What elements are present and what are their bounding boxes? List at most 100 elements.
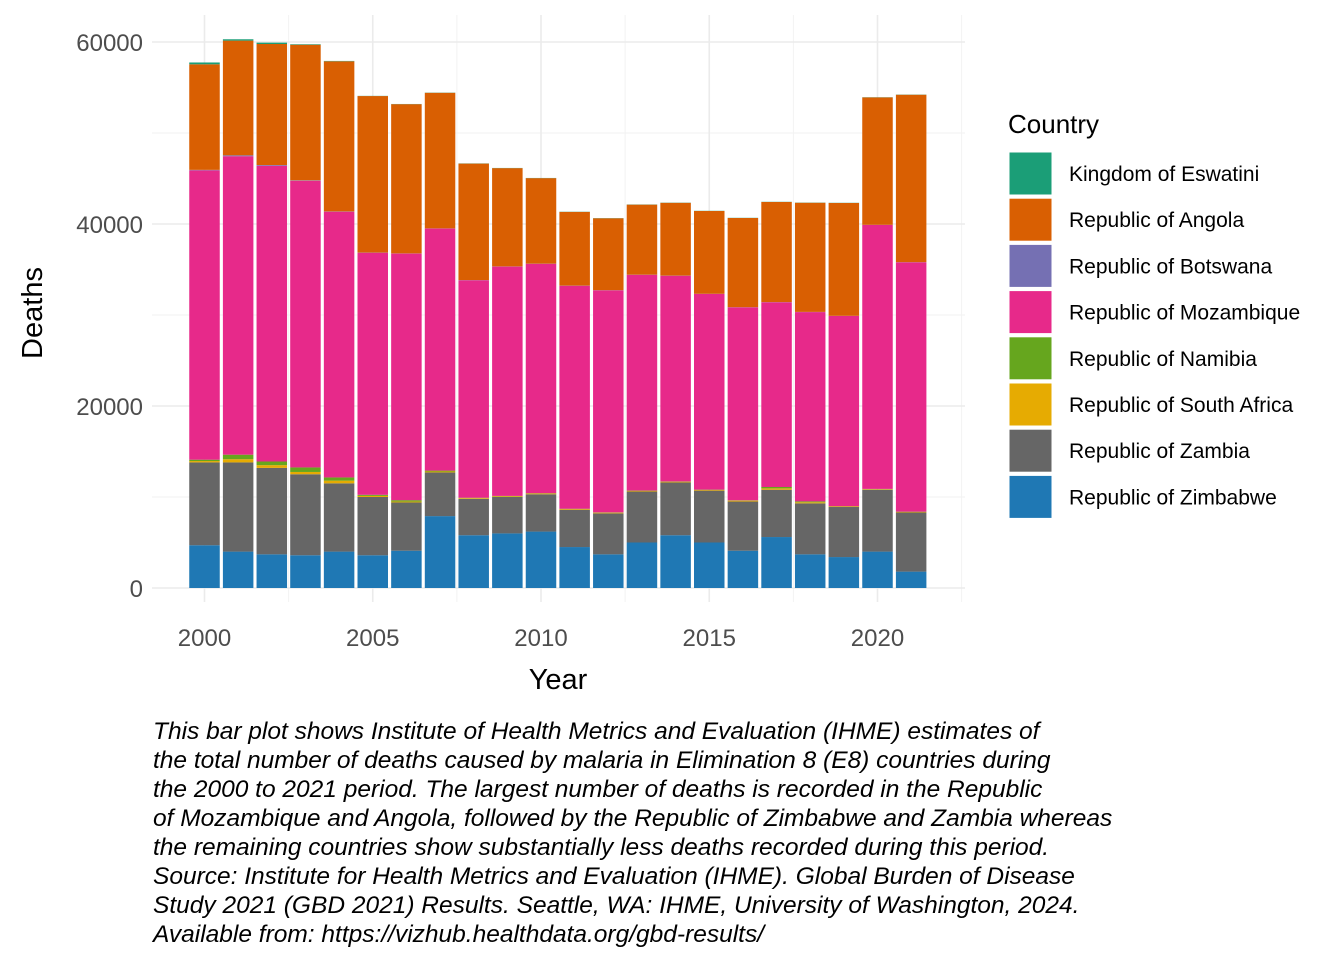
y-tick-label: 0	[130, 576, 143, 603]
bar-segment	[525, 493, 557, 495]
bar-segment	[391, 501, 422, 503]
legend-item: Republic of Namibia	[1008, 336, 1257, 381]
bar-segment	[761, 489, 792, 538]
bar-segment	[357, 494, 388, 496]
bar-segment	[559, 547, 590, 588]
legend-swatch	[1008, 197, 1053, 242]
bar-segment	[559, 285, 590, 509]
bar-segment	[626, 542, 658, 588]
bar-segment	[458, 535, 489, 588]
bar-segment	[660, 275, 691, 482]
bar-segment	[828, 557, 860, 588]
legend-label: Republic of South Africa	[1069, 394, 1293, 417]
bar-segment	[222, 155, 254, 157]
bar-segment	[256, 165, 288, 462]
bar-segment	[794, 202, 826, 312]
bar-segment	[357, 252, 388, 495]
bar-segment	[660, 535, 691, 588]
bar-segment	[222, 462, 254, 552]
legend-item: Republic of Mozambique	[1008, 290, 1300, 335]
bar-segment	[525, 494, 557, 532]
bar-segment	[794, 312, 826, 502]
bar-segment	[290, 180, 321, 468]
bar-segment	[761, 537, 792, 588]
caption-line: Source: Institute for Health Metrics and…	[153, 863, 1075, 890]
legend-swatch	[1008, 243, 1053, 288]
legend-label: Republic of Mozambique	[1069, 302, 1300, 325]
x-axis-title: Year	[529, 664, 588, 696]
bar-segment	[862, 551, 893, 588]
bar-segment	[694, 490, 725, 543]
bar-segment	[189, 62, 220, 65]
bar-segment	[357, 96, 388, 253]
y-tick-label: 40000	[76, 212, 143, 239]
bar-segment	[626, 491, 658, 543]
legend-label: Republic of Angola	[1069, 209, 1244, 232]
bar-segment	[727, 550, 759, 588]
bar-segment	[895, 262, 927, 512]
y-axis-ticks: 0 20000 40000 60000	[76, 30, 143, 603]
bar-segment	[895, 512, 927, 572]
bar-segment	[391, 500, 422, 502]
bar-segment	[458, 163, 489, 281]
bar-segment	[357, 497, 388, 556]
x-tick-label: 2020	[851, 625, 904, 652]
legend-item: Republic of Angola	[1008, 197, 1244, 242]
bar-segment	[559, 509, 590, 510]
bar-segment	[189, 461, 220, 463]
bar-segment	[222, 39, 254, 41]
bar-segment	[290, 471, 321, 475]
caption: This bar plot shows Institute of Health …	[153, 717, 1333, 949]
bar-segment	[256, 42, 288, 45]
y-tick-label: 60000	[76, 30, 143, 57]
bar-segment	[862, 225, 893, 489]
bar-segment	[492, 533, 523, 588]
bar-segment	[357, 495, 388, 497]
legend-swatch	[1008, 474, 1053, 519]
bar-segment	[458, 498, 489, 536]
bar-segment	[222, 454, 254, 460]
bar-segment	[391, 253, 422, 501]
bar-segment	[256, 44, 288, 166]
caption-line: This bar plot shows Institute of Health …	[153, 718, 1040, 745]
bar-segment	[492, 266, 523, 496]
bar-segment	[256, 461, 288, 466]
caption-line: the total number of deaths caused by mal…	[153, 747, 1051, 774]
bar-segment	[458, 280, 489, 498]
bar-segment	[525, 531, 557, 588]
bar-segment	[761, 302, 792, 487]
bar-segment	[593, 554, 624, 588]
stacked-bar-chart: 0 20000 40000 60000 2000 2005 2010 2015 2020 Ye…	[17, 15, 1300, 696]
x-tick-label: 2000	[178, 625, 231, 652]
caption-line: Available from: https://vizhub.healthdat…	[153, 921, 765, 948]
bar-segment	[593, 512, 624, 514]
bar-segment	[593, 513, 624, 555]
bar-segment	[727, 501, 759, 551]
bar-segment	[290, 44, 321, 181]
legend: Kingdom of Eswatini Republic of Angola Rep…	[1008, 151, 1300, 519]
bar-segment	[424, 92, 456, 229]
legend-title: Country	[1008, 109, 1099, 139]
bar-segment	[323, 477, 355, 481]
bar-segment	[256, 554, 288, 588]
bar-segment	[593, 218, 624, 291]
bar-segment	[290, 474, 321, 556]
bar-segment	[256, 165, 288, 166]
bar-segment	[290, 555, 321, 588]
bar-segment	[559, 509, 590, 548]
bar-segment	[189, 170, 220, 460]
bar-segment	[189, 462, 220, 546]
bars	[189, 39, 927, 588]
bar-segment	[694, 210, 725, 294]
bar-segment	[323, 211, 355, 478]
bar-segment	[391, 550, 422, 588]
bar-segment	[761, 486, 792, 489]
bar-segment	[323, 483, 355, 552]
x-tick-label: 2005	[346, 625, 399, 652]
caption-line: the 2000 to 2021 period. The largest num…	[153, 776, 1043, 803]
bar-segment	[660, 481, 691, 483]
bar-segment	[222, 156, 254, 455]
bar-segment	[593, 290, 624, 513]
bar-segment	[761, 488, 792, 490]
bar-segment	[694, 542, 725, 588]
